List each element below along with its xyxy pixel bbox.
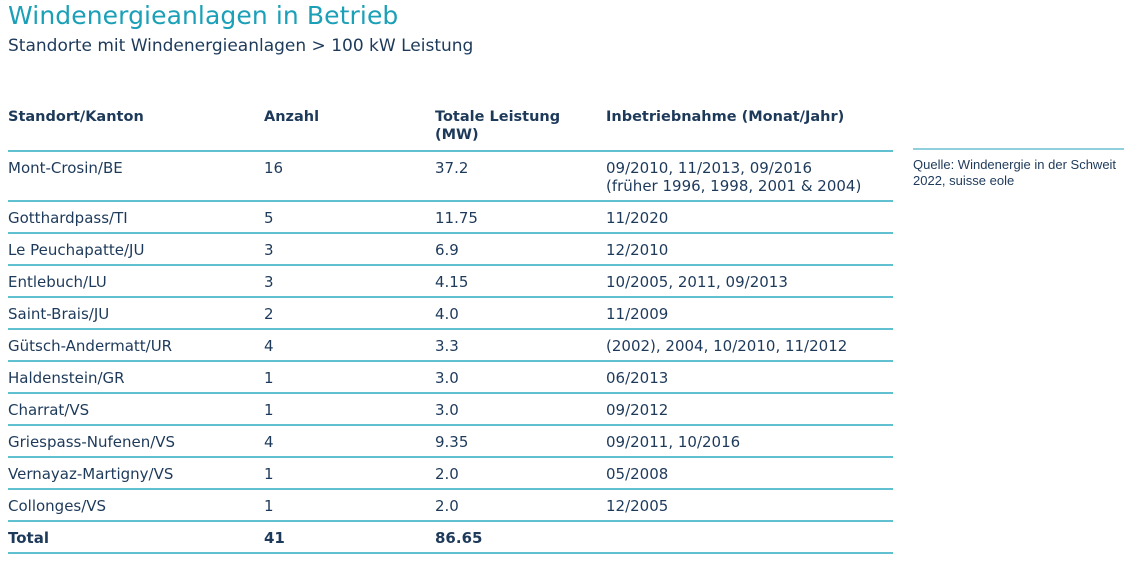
table-row: Griespass-Nufenen/VS 4 9.35 09/2011, 10/…	[8, 426, 893, 458]
page-title: Windenergieanlagen in Betrieb	[8, 1, 399, 30]
cell-leistung: 3.3	[435, 337, 459, 355]
cell-inbetriebnahme: 05/2008	[606, 465, 669, 483]
table-row: Mont-Crosin/BE 16 37.2 09/2010, 11/2013,…	[8, 152, 893, 202]
table-row: Gütsch-Andermatt/UR 4 3.3 (2002), 2004, …	[8, 330, 893, 362]
cell-inbetriebnahme: 09/2010, 11/2013, 09/2016 (früher 1996, …	[606, 159, 861, 195]
cell-anzahl: 1	[264, 497, 274, 515]
table-row: Gotthardpass/TI 5 11.75 11/2020	[8, 202, 893, 234]
cell-standort: Saint-Brais/JU	[8, 305, 110, 323]
cell-standort: Entlebuch/LU	[8, 273, 107, 291]
cell-anzahl: 1	[264, 401, 274, 419]
cell-inbetriebnahme: 12/2005	[606, 497, 669, 515]
cell-inbetriebnahme: 11/2020	[606, 209, 669, 227]
cell-standort: Le Peuchapatte/JU	[8, 241, 145, 259]
cell-anzahl: 3	[264, 273, 274, 291]
cell-standort: Gütsch-Andermatt/UR	[8, 337, 173, 355]
cell-leistung: 2.0	[435, 497, 459, 515]
cell-anzahl: 2	[264, 305, 274, 323]
cell-leistung: 3.0	[435, 369, 459, 387]
table-row: Saint-Brais/JU 2 4.0 11/2009	[8, 298, 893, 330]
total-leistung: 86.65	[435, 529, 483, 547]
cell-anzahl: 3	[264, 241, 274, 259]
table-row: Vernayaz-Martigny/VS 1 2.0 05/2008	[8, 458, 893, 490]
cell-leistung: 4.0	[435, 305, 459, 323]
column-header-leistung-line2: (MW)	[435, 127, 479, 143]
total-anzahl: 41	[264, 529, 285, 547]
cell-anzahl: 4	[264, 337, 274, 355]
column-header-inbetriebnahme: Inbetriebnahme (Monat/Jahr)	[606, 109, 845, 125]
source-note: Quelle: Windenergie in der Schweit 2022,…	[913, 148, 1124, 189]
cell-leistung: 6.9	[435, 241, 459, 259]
cell-anzahl: 1	[264, 369, 274, 387]
table-row: Le Peuchapatte/JU 3 6.9 12/2010	[8, 234, 893, 266]
table-row: Entlebuch/LU 3 4.15 10/2005, 2011, 09/20…	[8, 266, 893, 298]
table-row: Collonges/VS 1 2.0 12/2005	[8, 490, 893, 522]
table-row: Haldenstein/GR 1 3.0 06/2013	[8, 362, 893, 394]
cell-standort: Haldenstein/GR	[8, 369, 125, 387]
table-total-row: Total 41 86.65	[8, 522, 893, 554]
table-row: Charrat/VS 1 3.0 09/2012	[8, 394, 893, 426]
cell-inbetriebnahme: (2002), 2004, 10/2010, 11/2012	[606, 337, 848, 355]
cell-leistung: 2.0	[435, 465, 459, 483]
cell-inbetriebnahme-main: 09/2010, 11/2013, 09/2016	[606, 159, 813, 177]
cell-inbetriebnahme: 11/2009	[606, 305, 669, 323]
cell-leistung: 3.0	[435, 401, 459, 419]
cell-inbetriebnahme: 06/2013	[606, 369, 669, 387]
cell-inbetriebnahme: 09/2012	[606, 401, 669, 419]
column-header-anzahl: Anzahl	[264, 109, 320, 125]
cell-standort: Mont-Crosin/BE	[8, 159, 123, 177]
total-label: Total	[8, 529, 49, 547]
cell-anzahl: 4	[264, 433, 274, 451]
cell-standort: Gotthardpass/TI	[8, 209, 128, 227]
cell-inbetriebnahme: 10/2005, 2011, 09/2013	[606, 273, 788, 291]
column-header-leistung: Totale Leistung (MW)	[435, 108, 560, 144]
cell-anzahl: 5	[264, 209, 274, 227]
cell-standort: Collonges/VS	[8, 497, 107, 515]
cell-standort: Charrat/VS	[8, 401, 90, 419]
cell-anzahl: 1	[264, 465, 274, 483]
cell-leistung: 11.75	[435, 209, 478, 227]
cell-leistung: 37.2	[435, 159, 469, 177]
cell-standort: Vernayaz-Martigny/VS	[8, 465, 174, 483]
cell-inbetriebnahme-note: (früher 1996, 1998, 2001 & 2004)	[606, 177, 862, 195]
cell-inbetriebnahme: 12/2010	[606, 241, 669, 259]
cell-anzahl: 16	[264, 159, 284, 177]
page-subtitle: Standorte mit Windenergieanlagen > 100 k…	[8, 36, 474, 56]
column-header-standort: Standort/Kanton	[8, 109, 144, 125]
cell-leistung: 4.15	[435, 273, 469, 291]
cell-leistung: 9.35	[435, 433, 469, 451]
cell-standort: Griespass-Nufenen/VS	[8, 433, 176, 451]
cell-inbetriebnahme: 09/2011, 10/2016	[606, 433, 741, 451]
column-header-leistung-line1: Totale Leistung	[435, 109, 561, 125]
wind-table: Standort/Kanton Anzahl Totale Leistung (…	[8, 106, 893, 554]
table-header: Standort/Kanton Anzahl Totale Leistung (…	[8, 106, 893, 152]
